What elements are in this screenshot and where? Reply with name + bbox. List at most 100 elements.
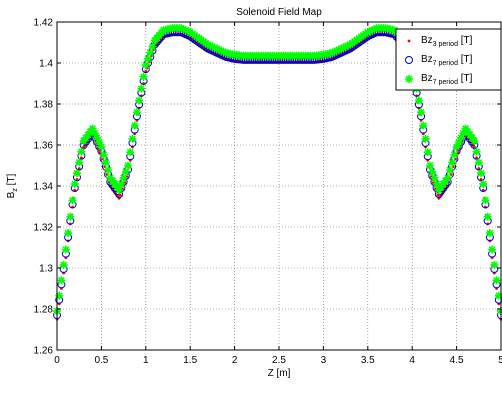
legend-label-bz7s: Bz7 period [T] <box>421 73 473 86</box>
data-point-bz7s <box>334 45 343 54</box>
data-point-bz7s <box>430 173 439 182</box>
data-point-bz7s <box>339 43 348 52</box>
data-point-bz7s <box>472 147 481 156</box>
y-tick-label: 1.4 <box>39 59 53 70</box>
y-tick-label: 1.3 <box>39 264 53 275</box>
data-point-bz7s <box>481 196 490 205</box>
data-point-bz7s <box>57 276 66 285</box>
data-point-bz7s <box>474 158 483 167</box>
data-point-bz7s <box>492 276 501 285</box>
data-point-bz7s <box>135 96 144 105</box>
data-point-bz7s <box>115 186 124 195</box>
data-point-bz7s <box>457 133 466 142</box>
data-point-bz7s <box>432 179 441 188</box>
data-point-bz7s <box>121 167 130 176</box>
x-tick-label: 0.5 <box>94 355 108 366</box>
data-point-bz7s <box>428 167 437 176</box>
legend-marker-bz3 <box>407 39 411 43</box>
data-point-bz7s <box>343 41 352 50</box>
x-tick-labels: 0 0.5 1 1.5 2 2.5 3 3.5 4 4.5 5 <box>54 355 502 366</box>
data-point-bz7s <box>68 196 77 205</box>
legend-label-sub: 3 period <box>433 41 458 48</box>
data-point-bz7s <box>370 25 379 34</box>
data-point-bz7s <box>139 72 148 81</box>
data-point-bz7s <box>128 134 137 143</box>
data-point-bz3 <box>472 145 476 149</box>
data-point-bz7s <box>104 166 113 175</box>
data-point-bz7s <box>77 147 86 156</box>
data-point-bz7s <box>450 150 459 159</box>
data-point-bz7s <box>97 143 106 152</box>
data-point-bz7s <box>490 260 499 269</box>
data-point-bz7s <box>332 46 341 55</box>
data-point-bz7s <box>137 84 146 93</box>
data-point-bz7s <box>494 291 502 300</box>
legend-label-sub: 7 period <box>433 79 458 86</box>
data-point-bz7s <box>179 25 188 34</box>
data-series <box>53 24 502 321</box>
data-point-bz3 <box>73 188 77 192</box>
data-point-bz7s <box>210 43 219 52</box>
data-point-bz3 <box>481 188 485 192</box>
data-point-bz3 <box>80 156 83 160</box>
legend-marker-bz7o <box>405 56 413 64</box>
legend-label-base: Bz <box>421 54 433 65</box>
legend-label-suffix: [T] <box>458 54 473 65</box>
data-point-bz7s <box>177 24 186 33</box>
y-tick-label: 1.32 <box>34 223 54 234</box>
legend-label-base: Bz <box>421 73 433 84</box>
data-point-bz3 <box>144 69 148 73</box>
data-point-bz7s <box>445 166 454 175</box>
x-tick-label: 1.5 <box>183 355 197 366</box>
data-point-bz7s <box>90 129 99 138</box>
data-point-bz7s <box>64 229 73 238</box>
data-point-bz7s <box>126 148 135 157</box>
x-tick-label: 3 <box>321 355 327 366</box>
data-point-bz7s <box>421 134 430 143</box>
legend-label-suffix: [T] <box>458 35 473 46</box>
axis-ticks <box>56 21 502 351</box>
x-tick-label: 5 <box>498 355 502 366</box>
data-point-bz7s <box>144 54 153 63</box>
x-tick-label: 4.5 <box>450 355 464 366</box>
data-point-bz7s <box>488 245 497 254</box>
data-point-bz7s <box>92 133 101 142</box>
data-point-bz7s <box>206 41 215 50</box>
data-point-bz7s <box>119 173 128 182</box>
x-tick-label: 1 <box>143 355 149 366</box>
legend-marker-bz7s <box>405 75 413 83</box>
data-point-bz7s <box>75 158 84 167</box>
y-tick-labels: 1.26 1.28 1.3 1.32 1.34 1.36 1.38 1.4 1.42 <box>34 18 54 357</box>
series-bz7s <box>53 24 502 316</box>
data-point-bz7s <box>203 40 212 49</box>
legend-label-suffix: [T] <box>458 73 473 84</box>
data-point-bz7s <box>454 138 463 147</box>
x-tick-label: 4 <box>409 355 415 366</box>
data-point-bz7s <box>452 143 461 152</box>
x-tick-label: 3.5 <box>361 355 375 366</box>
y-axis-label-suffix: [T] <box>6 173 17 188</box>
data-point-bz3 <box>479 177 483 181</box>
data-point-bz7s <box>483 212 492 221</box>
data-point-bz3 <box>477 167 481 170</box>
y-tick-label: 1.38 <box>34 100 54 111</box>
data-point-bz7s <box>423 148 432 157</box>
x-axis-label: Z [m] <box>268 368 291 379</box>
data-point-bz7s <box>130 121 139 130</box>
data-point-bz7s <box>425 161 434 170</box>
data-point-bz7s <box>485 229 494 238</box>
legend-label-bz3: Bz3 period [T] <box>421 35 473 48</box>
legend-items: Bz3 period [T]Bz7 period [T]Bz7 period [… <box>405 35 473 86</box>
data-point-bz7s <box>181 26 190 35</box>
data-point-bz7s <box>419 121 428 130</box>
y-tick-label: 1.42 <box>34 18 54 29</box>
y-tick-label: 1.26 <box>34 346 54 357</box>
data-point-bz7s <box>72 169 81 178</box>
data-point-bz7s <box>366 27 375 36</box>
legend-label-sub: 7 period <box>433 60 458 67</box>
data-point-bz7s <box>215 45 224 54</box>
data-point-bz7s <box>59 260 68 269</box>
data-point-bz3 <box>77 167 81 170</box>
data-point-bz7s <box>328 48 337 57</box>
